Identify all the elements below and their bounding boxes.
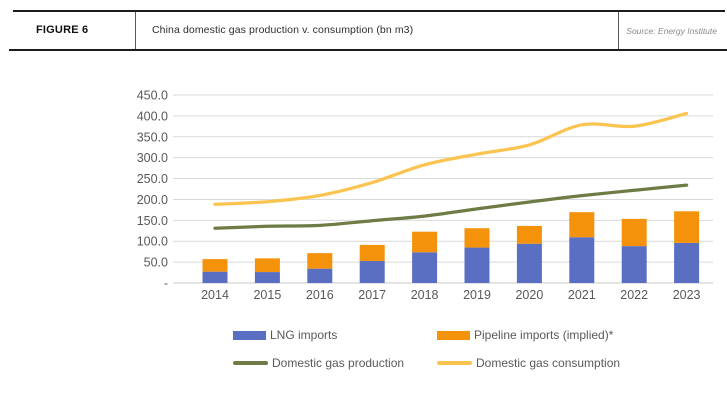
pipeline-bar-segment [254, 258, 280, 273]
chart-plot-area: - 50.0 100.0 150.0 200.0 250.0 300.0 350.0 400.0… [137, 89, 713, 302]
x-tick-label: 2017 [358, 288, 386, 302]
figure-source: Source: Energy Institute [626, 26, 717, 36]
pipeline-imports-swatch [437, 330, 470, 340]
lng-bar-segment [202, 271, 228, 283]
y-tick-label: 100.0 [137, 235, 168, 249]
consumption-line [213, 111, 689, 206]
y-tick-label: 350.0 [137, 130, 168, 144]
y-tick-label: 150.0 [137, 214, 168, 228]
y-tick-label: 300.0 [137, 151, 168, 165]
legend-item-lng-imports: LNG imports [233, 328, 337, 342]
x-tick-label: 2018 [411, 288, 439, 302]
y-tick-label: 400.0 [137, 109, 168, 123]
pipeline-bar-segment [621, 218, 647, 247]
y-tick-label: - [164, 277, 168, 291]
pipeline-bar-segment [464, 228, 490, 248]
lng-bar-segment [464, 247, 490, 283]
lng-bar-segment [674, 242, 700, 283]
header-top-rule [13, 10, 725, 12]
header-divider-right [618, 12, 619, 49]
x-tick-label: 2022 [620, 288, 648, 302]
y-tick-label: 450.0 [137, 89, 168, 103]
x-tick-label: 2016 [306, 288, 334, 302]
x-tick-label: 2023 [673, 288, 701, 302]
y-tick-label: 200.0 [137, 193, 168, 207]
y-tick-label: 50.0 [144, 256, 168, 270]
figure-number-label: FIGURE 6 [36, 24, 89, 36]
consumption-label: Domestic gas consumption [476, 356, 621, 370]
pipeline-bar-segment [359, 244, 385, 262]
lng-bar-segment [621, 246, 647, 283]
pipeline-imports-label: Pipeline imports (implied)* [474, 328, 614, 342]
legend-item-consumption: Domestic gas consumption [437, 356, 620, 370]
figure-title: China domestic gas production v. consump… [152, 24, 414, 36]
consumption-line-swatch [437, 361, 472, 365]
pipeline-bar-segment [569, 212, 595, 238]
production-line-swatch [233, 361, 268, 365]
lng-bar-segment [516, 243, 542, 283]
pipeline-bar-segment [516, 225, 542, 244]
production-line [213, 183, 689, 230]
pipeline-bar-segment [412, 231, 438, 253]
lng-bar-segment [254, 272, 280, 283]
y-tick-label: 250.0 [137, 172, 168, 186]
x-tick-label: 2019 [463, 288, 491, 302]
production-label: Domestic gas production [272, 356, 405, 370]
lng-bar-segment [412, 252, 438, 283]
pipeline-bar-segment [307, 253, 333, 269]
lng-bar-segment [307, 268, 333, 283]
pipeline-bar-segment [202, 259, 228, 272]
lng-bar-segment [569, 237, 595, 283]
x-tick-label: 2021 [568, 288, 596, 302]
pipeline-bar-segment [674, 211, 700, 243]
x-tick-label: 2015 [253, 288, 281, 302]
lng-bar-segment [359, 261, 385, 283]
x-tick-label: 2020 [515, 288, 543, 302]
header-bottom-rule [9, 49, 727, 51]
x-tick-label: 2014 [201, 288, 229, 302]
lng-imports-label: LNG imports [270, 328, 338, 342]
legend-item-production: Domestic gas production [233, 356, 404, 370]
header-divider-left [135, 12, 136, 49]
lng-imports-swatch [233, 330, 266, 340]
legend-item-pipeline-imports: Pipeline imports (implied)* [437, 328, 613, 342]
